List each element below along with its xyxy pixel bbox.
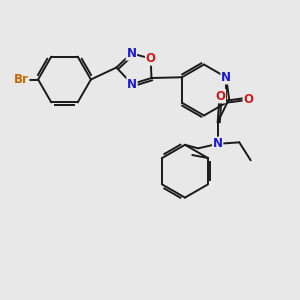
Text: N: N xyxy=(127,77,137,91)
Text: Br: Br xyxy=(14,73,29,86)
Text: N: N xyxy=(213,137,223,150)
Text: N: N xyxy=(126,47,136,60)
Text: N: N xyxy=(221,71,231,84)
Text: O: O xyxy=(243,93,253,106)
Text: O: O xyxy=(215,90,225,103)
Text: O: O xyxy=(146,52,156,65)
